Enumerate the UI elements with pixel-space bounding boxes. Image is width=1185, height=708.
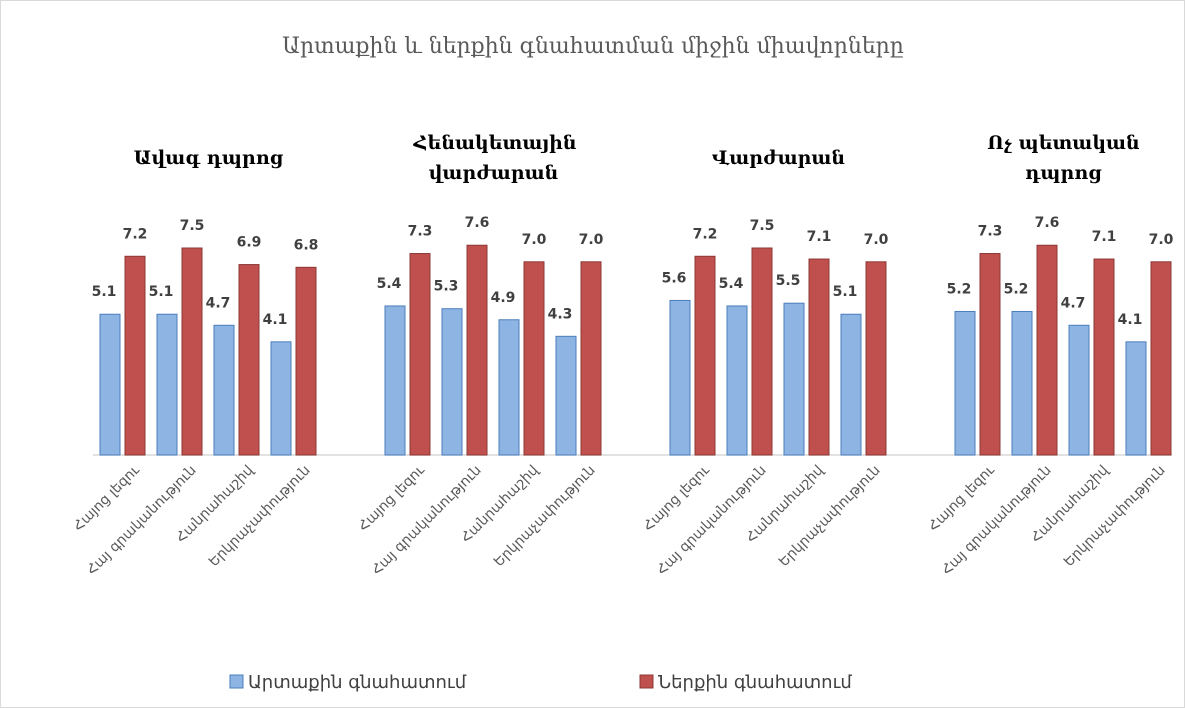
data-label: 7.1	[1092, 229, 1117, 245]
legend-label: Ներքին գնահատում	[658, 672, 852, 693]
data-label: 7.0	[864, 232, 889, 248]
bar	[1125, 341, 1147, 456]
bar	[295, 266, 317, 456]
bar	[441, 308, 463, 456]
group-label: Ավագ դպրոց	[133, 147, 284, 169]
data-label: 7.3	[978, 224, 1003, 240]
bar	[498, 319, 520, 456]
bar	[466, 244, 488, 456]
data-label: 5.6	[662, 270, 687, 286]
data-label: 5.4	[377, 276, 402, 292]
bar	[99, 313, 121, 456]
bar	[1068, 324, 1090, 456]
data-label: 4.1	[263, 312, 288, 328]
bar	[523, 261, 545, 456]
bar	[1150, 261, 1172, 456]
data-label: 6.8	[294, 237, 319, 253]
data-label: 4.3	[548, 306, 573, 322]
bar	[384, 305, 406, 456]
data-label: 4.1	[1118, 312, 1143, 328]
data-label: 7.0	[579, 232, 604, 248]
bar	[1093, 258, 1115, 456]
data-label: 7.6	[1035, 215, 1060, 231]
bar	[1011, 310, 1033, 456]
group-label: Ոչ պետական դպրոց	[987, 132, 1140, 184]
bar	[1036, 244, 1058, 456]
bar	[124, 255, 146, 456]
bar	[840, 313, 862, 456]
chart-title: Արտաքին և ներքին գնահատման միջին միավորն…	[282, 34, 904, 59]
data-label: 5.5	[776, 273, 801, 289]
bar	[181, 247, 203, 456]
bar	[555, 335, 577, 456]
data-label: 7.2	[693, 226, 718, 242]
legend-label: Արտաքին գնահատում	[248, 672, 467, 693]
bar	[238, 264, 260, 456]
bar	[979, 253, 1001, 456]
bar	[865, 261, 887, 456]
data-label: 7.3	[408, 224, 433, 240]
bar	[409, 253, 431, 456]
data-label: 5.2	[1004, 281, 1029, 297]
data-label: 7.5	[750, 218, 775, 234]
bar	[694, 255, 716, 456]
bar	[751, 247, 773, 456]
bar	[783, 302, 805, 456]
bar	[213, 324, 235, 456]
legend-swatch	[639, 674, 654, 689]
data-label: 7.5	[180, 218, 205, 234]
bar	[808, 258, 830, 456]
data-label: 5.3	[434, 279, 459, 295]
data-label: 4.9	[491, 290, 516, 306]
data-label: 7.1	[807, 229, 832, 245]
legend-swatch	[229, 674, 244, 689]
bar	[669, 299, 691, 456]
data-label: 6.9	[237, 235, 262, 251]
group-label: Վարժարան	[711, 147, 846, 169]
data-label: 4.7	[1061, 295, 1086, 311]
data-label: 7.6	[465, 215, 490, 231]
data-label: 5.4	[719, 276, 744, 292]
data-label: 7.2	[123, 226, 148, 242]
bar	[726, 305, 748, 456]
bar	[954, 310, 976, 456]
bar	[270, 341, 292, 456]
group-label: Հենակետային վարժարան	[413, 132, 577, 184]
data-label: 5.1	[833, 284, 858, 300]
data-label: 7.0	[522, 232, 547, 248]
data-label: 4.7	[206, 295, 231, 311]
data-label: 5.1	[149, 284, 174, 300]
data-label: 7.0	[1149, 232, 1174, 248]
bar	[580, 261, 602, 456]
data-label: 5.1	[92, 284, 117, 300]
bar	[156, 313, 178, 456]
data-label: 5.2	[947, 281, 972, 297]
